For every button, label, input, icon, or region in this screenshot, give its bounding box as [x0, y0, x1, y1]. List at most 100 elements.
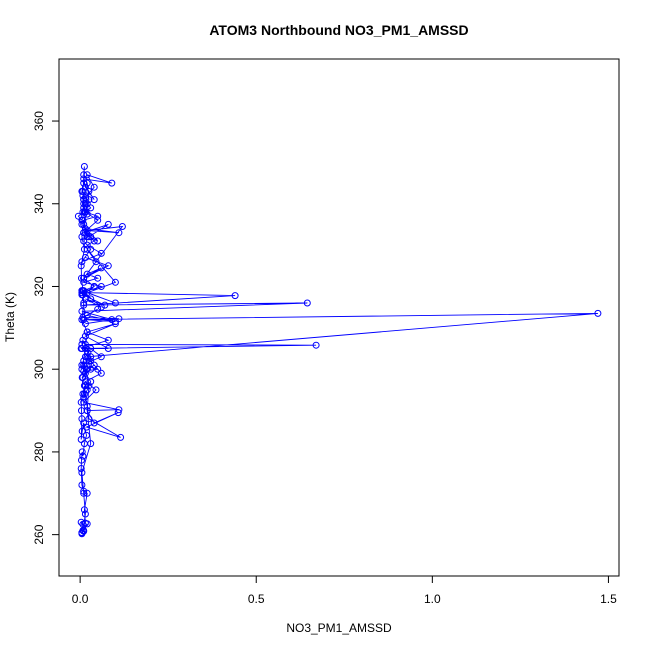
data-point: [80, 196, 88, 204]
data-point: [78, 529, 86, 537]
data-point: [111, 278, 119, 286]
plot-area: [74, 163, 602, 538]
data-point: [83, 270, 91, 278]
data-point: [104, 262, 112, 270]
data-point: [78, 307, 86, 315]
data-point: [94, 216, 102, 224]
data-point: [81, 254, 89, 261]
x-tick-label: 0.5: [248, 592, 265, 606]
data-point: [118, 223, 126, 230]
data-point: [111, 299, 119, 307]
data-point: [80, 357, 88, 365]
data-point: [104, 220, 112, 228]
data-point: [80, 175, 88, 183]
data-point: [87, 353, 95, 361]
data-point: [87, 204, 95, 212]
data-point: [90, 419, 98, 427]
data-point: [78, 448, 86, 456]
data-point: [81, 340, 89, 348]
x-axis-label: NO3_PM1_AMSSD: [286, 621, 392, 635]
data-point: [79, 187, 87, 195]
data-point: [104, 336, 112, 344]
data-point: [83, 233, 91, 241]
x-tick-label: 1.0: [424, 592, 441, 606]
data-point: [83, 353, 91, 361]
data-point: [74, 212, 82, 220]
data-point: [80, 506, 88, 514]
data-point: [77, 345, 85, 352]
data-point: [87, 365, 95, 373]
data-point: [97, 249, 105, 257]
y-axis: 260 280 300 320 340 360: [32, 111, 60, 545]
data-point: [83, 179, 91, 187]
data-point: [92, 386, 100, 394]
data-point: [80, 237, 88, 245]
data-point: [108, 316, 116, 324]
data-point: [111, 320, 119, 328]
data-point: [80, 245, 88, 253]
data-point: [90, 183, 98, 191]
data-point: [81, 208, 89, 216]
data-point: [80, 274, 88, 282]
data-point: [83, 245, 91, 253]
data-point: [85, 196, 93, 204]
y-tick-label: 340: [32, 193, 46, 213]
data-point: [81, 378, 89, 386]
data-point: [81, 345, 89, 352]
data-point: [83, 210, 91, 218]
data-point: [108, 179, 116, 187]
data-point: [78, 291, 86, 299]
data-point: [85, 415, 93, 423]
data-point: [94, 365, 102, 373]
x-tick-label: 0.0: [72, 592, 89, 606]
data-point: [80, 229, 88, 237]
data-point: [87, 233, 95, 241]
data-point: [81, 225, 89, 233]
data-point: [117, 433, 125, 441]
data-point: [83, 520, 91, 528]
y-tick-label: 320: [32, 276, 46, 296]
data-point: [80, 171, 88, 179]
data-point: [87, 357, 95, 365]
data-point: [78, 415, 86, 423]
data-point: [78, 258, 86, 266]
data-point: [87, 295, 95, 303]
data-point: [81, 320, 89, 328]
data-point: [78, 469, 86, 477]
data-point: [78, 361, 86, 369]
plot-frame: [58, 58, 620, 577]
data-point: [80, 394, 88, 402]
data-point: [83, 489, 91, 497]
data-point: [80, 398, 88, 406]
data-point: [79, 287, 87, 295]
data-point: [231, 292, 239, 300]
data-point: [80, 390, 88, 398]
y-tick-label: 360: [32, 111, 46, 131]
data-point: [83, 311, 91, 319]
data-point: [80, 163, 88, 170]
data-point: [80, 278, 88, 286]
data-point: [104, 345, 112, 352]
data-point: [101, 301, 109, 309]
data-point: [312, 341, 320, 349]
data-point: [90, 196, 98, 204]
data-point: [83, 423, 90, 431]
data-point: [90, 237, 98, 245]
data-point: [80, 299, 88, 307]
data-point: [80, 179, 88, 187]
data-point: [83, 171, 91, 179]
data-point: [78, 233, 86, 241]
data-point: [80, 301, 88, 309]
data-point: [80, 367, 88, 375]
data-point: [97, 303, 105, 311]
data-point: [87, 440, 95, 448]
data-point: [80, 489, 88, 497]
y-tick-label: 300: [32, 359, 46, 379]
data-point: [594, 309, 602, 317]
data-point: [78, 481, 86, 489]
data-point: [303, 299, 311, 307]
data-point: [90, 283, 98, 290]
data-point: [78, 427, 86, 435]
data-point: [78, 340, 86, 348]
